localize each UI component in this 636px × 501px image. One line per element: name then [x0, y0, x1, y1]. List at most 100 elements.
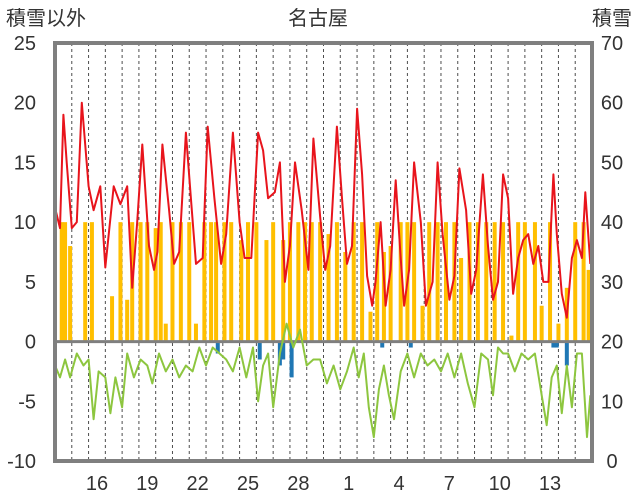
precip-bar-3	[281, 341, 286, 360]
sunshine-bar-18	[202, 222, 207, 342]
sunshine-bar-32	[309, 222, 314, 342]
left-axis-ticks: 25 20 15 10 5 0 -5 -10	[7, 33, 36, 473]
left-axis-label: 積雪以外	[6, 7, 86, 30]
x-tick-label: 22	[187, 473, 209, 495]
plot-frame	[53, 41, 594, 463]
sunshine-bar-62	[548, 222, 553, 342]
sunshine-bar-14	[170, 222, 175, 342]
sunshine-bar-6	[118, 222, 123, 342]
sunshine-bar-55	[492, 222, 497, 342]
sunshine-bar-5	[110, 296, 115, 342]
vertical-gridlines	[71, 43, 576, 461]
sunshine-bar-9	[138, 222, 143, 342]
min_temp-line	[54, 322, 592, 439]
left-tick-label: -5	[18, 391, 36, 413]
sunshine-bar-23	[239, 240, 244, 342]
right-axis-ticks: 70 60 50 40 30 20 10 0	[601, 33, 623, 473]
left-tick-label: 15	[14, 152, 36, 174]
sunshine-bar-27	[271, 222, 276, 342]
right-axis-label: 積雪	[592, 7, 632, 30]
sunshine-bar-34	[326, 234, 331, 342]
sunshine-bar-0	[59, 222, 64, 342]
sunshine-bar-24	[245, 222, 250, 342]
sunshine-bar-25	[254, 222, 259, 342]
sunshine-bar-21	[222, 222, 227, 342]
sunshine-bar-28	[281, 240, 286, 342]
sunshine-bar-50	[452, 222, 457, 342]
precip-bar-7	[551, 341, 556, 348]
sunshine-bar-41	[381, 252, 386, 342]
sunshine-bar-19	[209, 222, 214, 342]
sunshine-bar-4	[89, 222, 94, 342]
sunshine-bar-42	[388, 246, 393, 342]
sunshine-bar-66	[581, 222, 586, 342]
sunshine-bar-63	[556, 323, 561, 342]
sunshine-bar-12	[158, 222, 163, 342]
sunshine-bar-20	[214, 222, 219, 342]
precip-bar-4	[289, 341, 294, 378]
x-tick-label: 1	[343, 473, 354, 495]
precip-bar-0	[215, 341, 220, 354]
x-tick-label: 28	[287, 473, 309, 495]
sunshine-bar-53	[475, 222, 480, 342]
line-series-group	[54, 101, 592, 463]
sunshine-bar-39	[368, 311, 373, 342]
left-tick-label: -10	[7, 451, 36, 473]
sunshine-bar-43	[398, 222, 403, 342]
sunshine-bar-49	[444, 222, 449, 342]
sunshine-bar-38	[360, 222, 365, 342]
sunshine-bar-67	[586, 269, 591, 342]
sunshine-bar-26	[264, 240, 269, 342]
sunshine-bar-61	[539, 305, 544, 342]
precip-bar-9	[564, 341, 569, 366]
sunshine-bar-37	[351, 222, 356, 342]
precip-bar-8	[554, 341, 559, 348]
sunshine-bar-15	[178, 222, 183, 342]
sunshine-bar-47	[427, 222, 432, 342]
sunshine-bar-33	[318, 222, 323, 342]
right-tick-label: 10	[601, 391, 623, 413]
x-tick-label: 7	[444, 473, 455, 495]
sunshine-bar-3	[83, 222, 88, 342]
sunshine-bar-36	[343, 252, 348, 342]
right-tick-label: 70	[601, 33, 623, 55]
sunshine-bar-54	[484, 222, 489, 342]
right-tick-label: 60	[601, 93, 623, 115]
sunshine-bar-56	[501, 222, 506, 342]
x-tick-label: 19	[136, 473, 158, 495]
left-tick-label: 20	[14, 93, 36, 115]
sunshine-bar-45	[412, 222, 417, 342]
right-tick-label: 40	[601, 212, 623, 234]
right-tick-label: 30	[601, 272, 623, 294]
sunshine-bar-2	[68, 246, 73, 342]
sunshine-bar-65	[573, 222, 578, 342]
left-tick-label: 25	[14, 33, 36, 55]
sunshine-bar-59	[522, 222, 527, 342]
right-tick-label: 0	[606, 451, 617, 473]
precip-bar-5	[380, 341, 385, 348]
sunshine-bar-35	[334, 222, 339, 342]
sunshine-bar-11	[153, 228, 158, 342]
sunshine-bar-1	[63, 222, 68, 342]
sunshine-bar-22	[229, 222, 234, 342]
sunshine-bar-16	[187, 222, 192, 342]
sunshine-bar-31	[303, 222, 308, 342]
sunshine-bar-57	[509, 335, 514, 342]
x-axis-ticks: 16 19 22 25 28 1 4 7 10 13	[86, 473, 561, 495]
sunshine-bar-7	[125, 299, 130, 342]
x-tick-label: 25	[237, 473, 259, 495]
sunshine-bar-46	[420, 305, 425, 342]
right-tick-label: 20	[601, 332, 623, 354]
right-tick-label: 50	[601, 152, 623, 174]
left-tick-label: 0	[25, 332, 36, 354]
x-tick-label: 16	[86, 473, 108, 495]
x-tick-label: 10	[489, 473, 511, 495]
precip-bar-1	[257, 341, 262, 360]
sunshine-bar-17	[193, 323, 198, 342]
max_temp-line	[54, 101, 592, 319]
sunshine-bar-29	[287, 222, 292, 342]
sunshine-bar-48	[435, 222, 440, 342]
sunshine-bar-30	[296, 222, 301, 342]
x-tick-label: 13	[539, 473, 561, 495]
